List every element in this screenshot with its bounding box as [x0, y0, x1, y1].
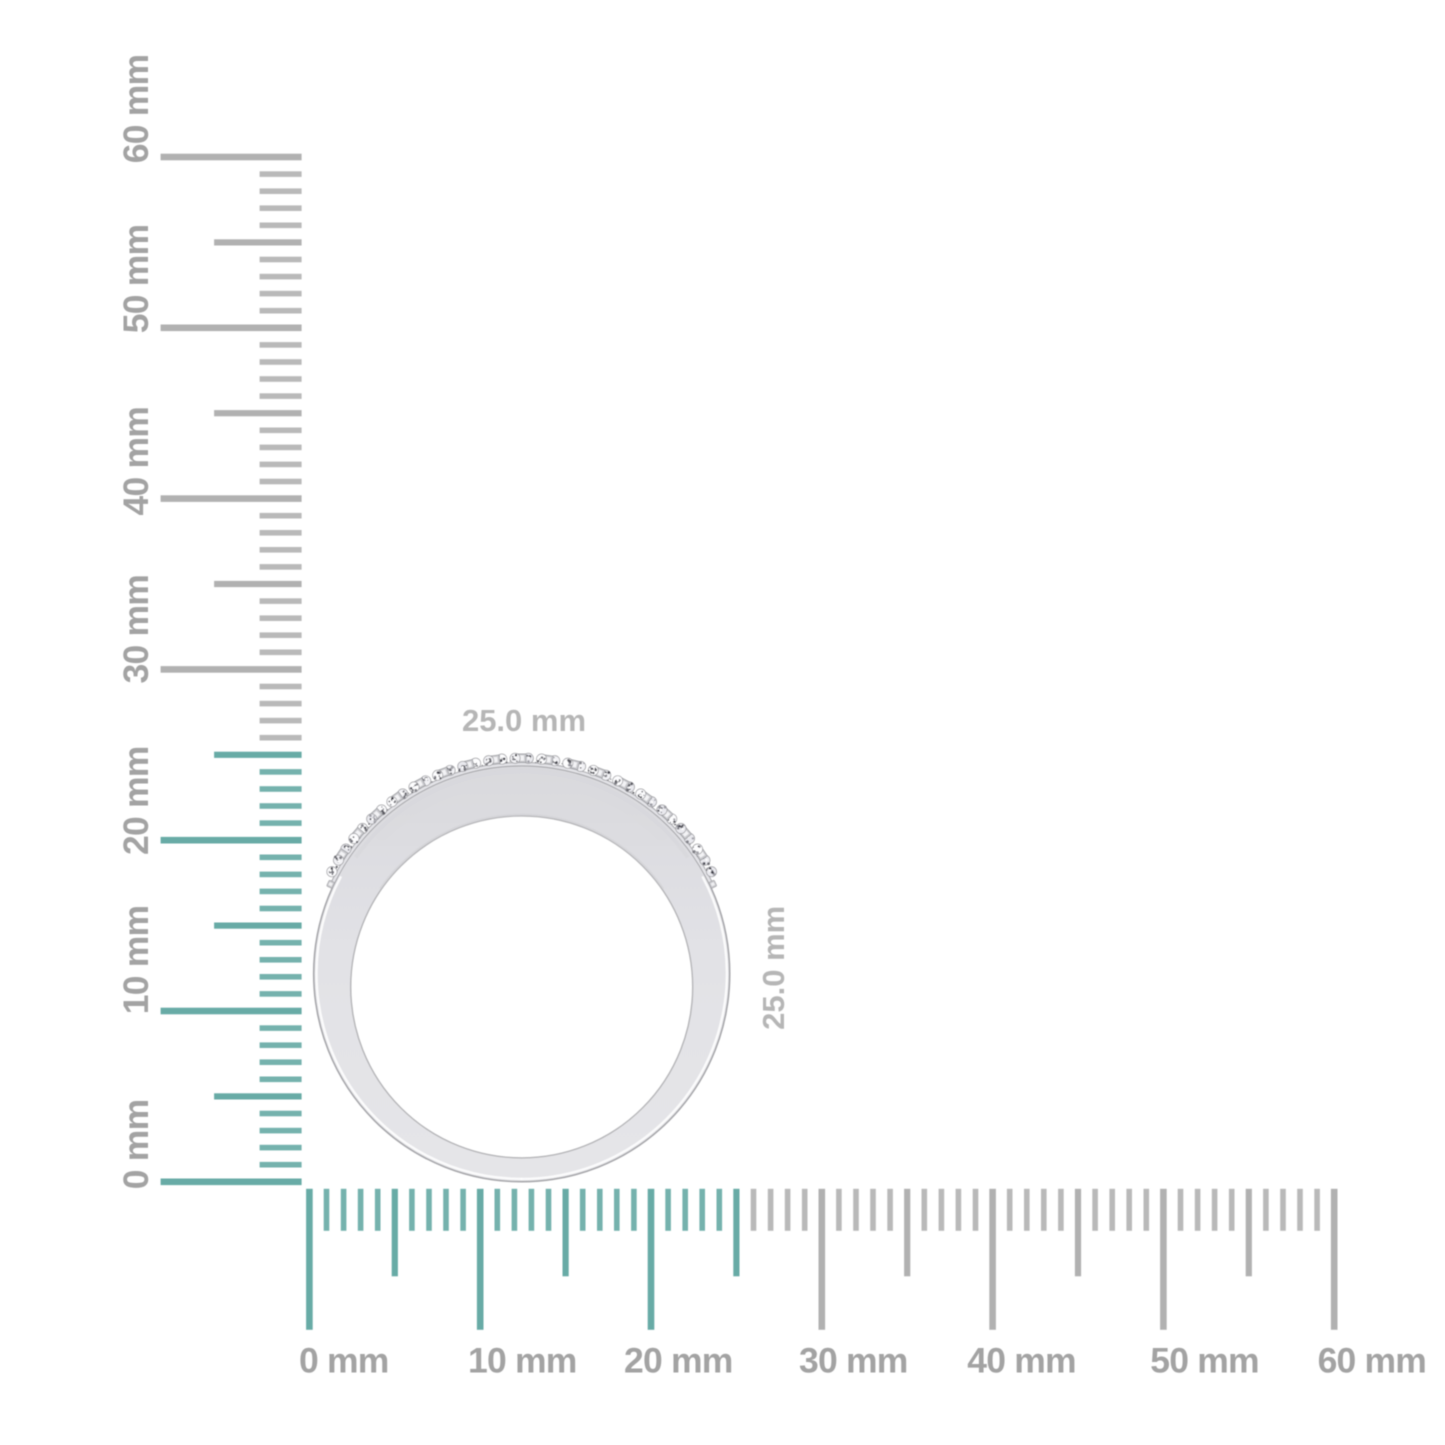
svg-text:40 mm: 40 mm [967, 1341, 1075, 1381]
svg-text:20 mm: 20 mm [116, 747, 156, 855]
svg-text:20 mm: 20 mm [624, 1341, 732, 1381]
svg-text:0 mm: 0 mm [299, 1341, 389, 1381]
svg-text:0 mm: 0 mm [116, 1100, 156, 1190]
svg-text:60 mm: 60 mm [116, 55, 156, 163]
svg-text:30 mm: 30 mm [116, 575, 156, 683]
svg-text:50 mm: 50 mm [1150, 1341, 1258, 1381]
svg-text:10 mm: 10 mm [468, 1341, 576, 1381]
svg-text:10 mm: 10 mm [116, 906, 156, 1014]
svg-text:50 mm: 50 mm [116, 225, 156, 333]
svg-text:25.0 mm: 25.0 mm [756, 906, 791, 1030]
svg-text:40 mm: 40 mm [116, 407, 156, 515]
svg-text:25.0 mm: 25.0 mm [462, 703, 586, 738]
svg-text:60 mm: 60 mm [1318, 1341, 1426, 1381]
svg-text:30 mm: 30 mm [799, 1341, 907, 1381]
